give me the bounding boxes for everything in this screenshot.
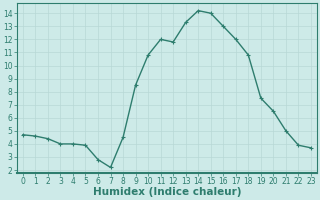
X-axis label: Humidex (Indice chaleur): Humidex (Indice chaleur) bbox=[93, 187, 241, 197]
